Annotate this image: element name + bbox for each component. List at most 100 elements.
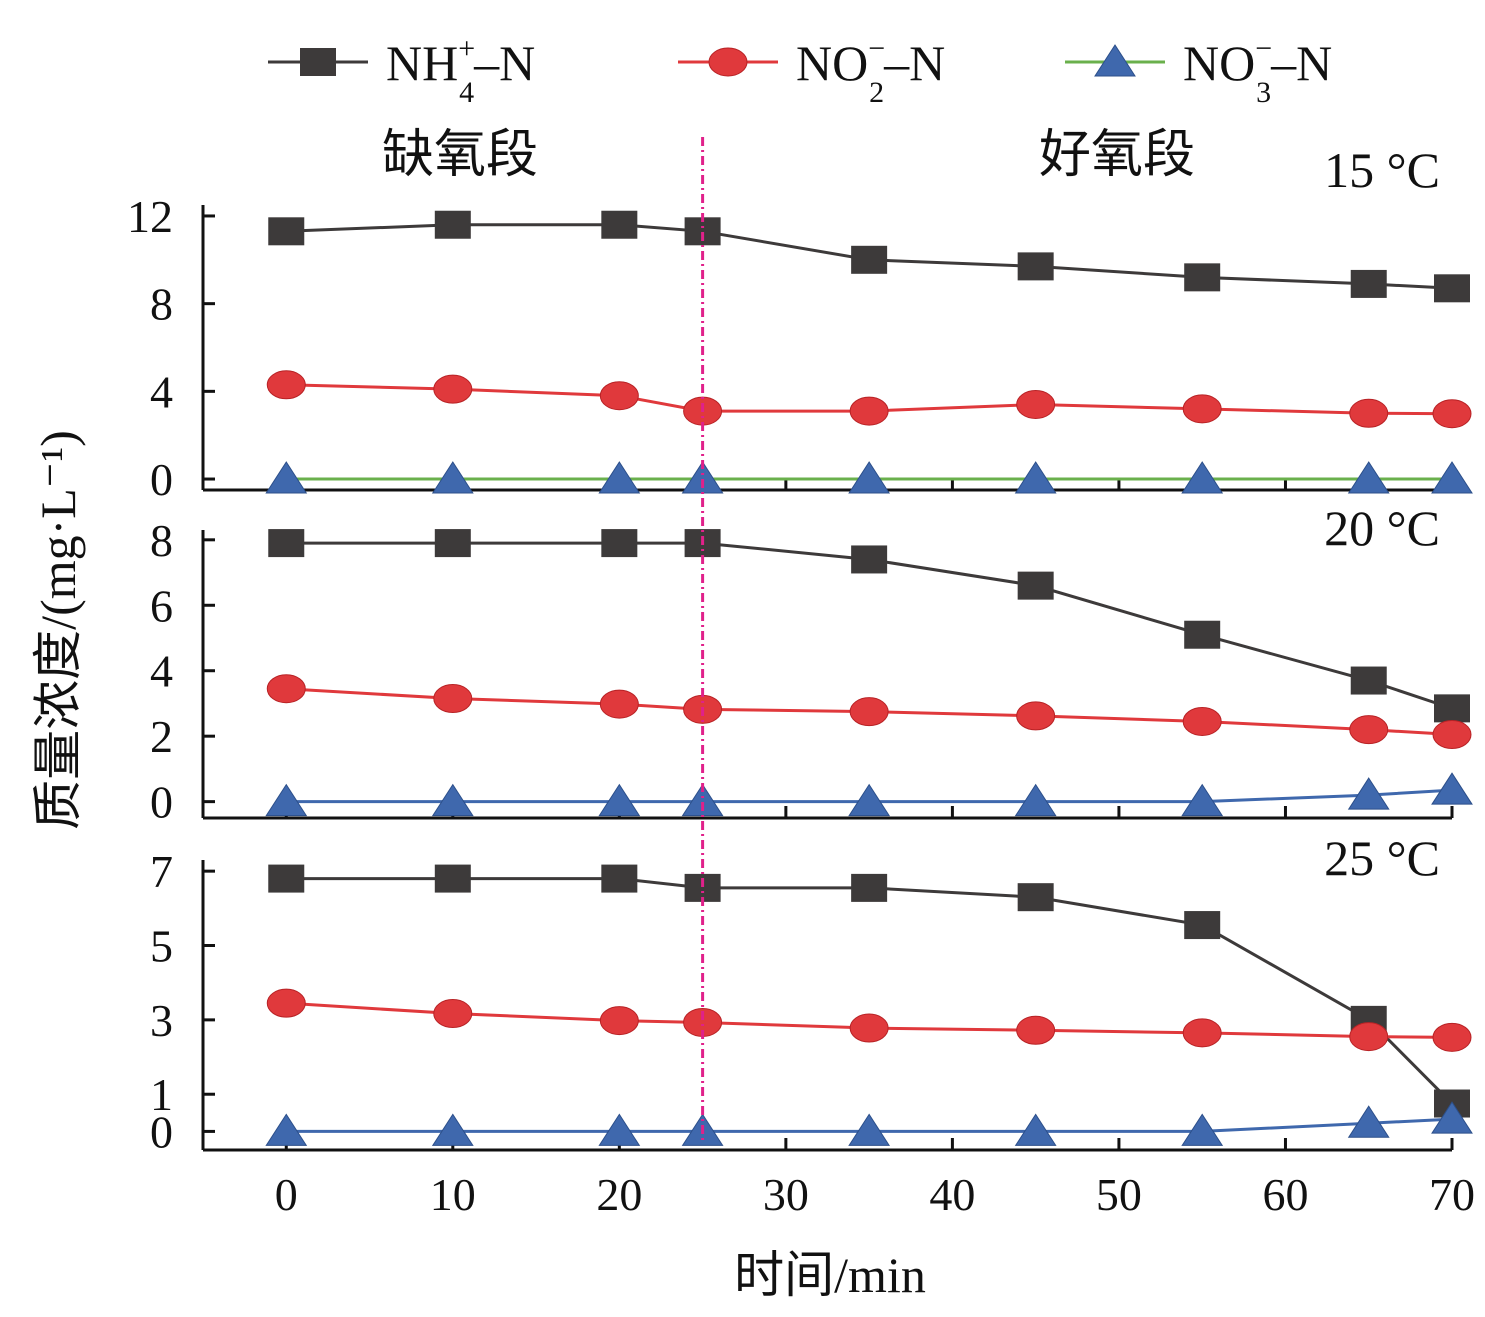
data-point-no3: [1431, 1101, 1473, 1134]
data-point-nh4: [851, 245, 888, 274]
y-tick-label: 0: [150, 777, 173, 828]
legend-label: NH+ 4–N: [386, 32, 535, 109]
data-point-no2: [1349, 398, 1389, 428]
panel-2: 0 2 4 6 8 20 °C: [150, 500, 1473, 828]
legend-label: NO− 3–N: [1183, 32, 1332, 109]
x-tick-label: 50: [1096, 1169, 1142, 1220]
y-tick-label: 3: [150, 995, 173, 1046]
legend-marker: [708, 47, 748, 77]
data-point-nh4: [601, 529, 638, 558]
data-point-no2: [1016, 390, 1056, 419]
series-line-nh4: [286, 877, 1454, 1105]
phase-label-aerobic: 好氧段: [1039, 127, 1195, 184]
data-point-no3: [1014, 461, 1057, 494]
y-tick-label: 1: [150, 1069, 173, 1120]
data-point-no3: [265, 461, 308, 494]
legend-entry-nh4: NH+ 4–N: [268, 32, 535, 109]
legend-entry-no2: NO− 2–N: [678, 32, 945, 109]
data-point-no2: [849, 697, 889, 727]
data-point-no3: [1347, 461, 1390, 494]
data-point-no3: [1431, 461, 1473, 494]
data-point-nh4: [851, 873, 888, 902]
data-point-no3: [431, 461, 474, 494]
y-tick-label: 5: [150, 921, 173, 972]
data-point-nh4: [268, 529, 305, 558]
legend-label: NO− 2–N: [796, 32, 945, 109]
data-point-no2: [1016, 701, 1056, 731]
data-point-no3: [431, 1113, 474, 1146]
data-point-nh4: [601, 864, 638, 893]
data-point-no2: [1432, 1022, 1472, 1052]
y-tick-label: 0: [150, 454, 173, 505]
data-point-no2: [1016, 1015, 1056, 1045]
data-point-nh4: [1350, 269, 1387, 298]
data-point-nh4: [434, 864, 471, 893]
data-point-no3: [848, 1113, 891, 1146]
legend-marker: [1094, 44, 1136, 77]
data-point-no2: [1182, 706, 1222, 736]
y-tick-label: 0: [150, 1106, 173, 1157]
x-tick-label: 0: [275, 1169, 298, 1220]
y-tick-label: 7: [150, 846, 173, 897]
data-point-no2: [266, 370, 306, 400]
data-point-no3: [598, 461, 641, 494]
data-point-no2: [599, 689, 639, 719]
data-point-nh4: [1350, 666, 1387, 695]
y-tick-label: 12: [127, 191, 173, 242]
x-tick-label: 10: [430, 1169, 476, 1220]
y-tick-label: 4: [150, 366, 173, 417]
data-point-nh4: [1434, 694, 1470, 723]
data-point-no3: [265, 783, 308, 817]
data-point-no3: [1181, 1113, 1224, 1146]
data-point-nh4: [434, 529, 471, 558]
data-point-no3: [1347, 1105, 1390, 1138]
data-point-no2: [1182, 1018, 1222, 1048]
data-point-no2: [1349, 715, 1389, 745]
panel-3: 01 3 5 7 25 °C: [150, 830, 1473, 1157]
y-tick-label: 4: [150, 646, 173, 697]
data-point-no3: [848, 783, 891, 817]
panel-temperature-label: 20 °C: [1324, 500, 1440, 556]
data-point-no2: [1432, 720, 1472, 750]
panel-temperature-label: 15 °C: [1324, 142, 1440, 198]
data-point-nh4: [1017, 571, 1054, 600]
y-tick-label: 2: [150, 711, 173, 762]
data-point-no2: [1432, 399, 1472, 429]
data-point-no2: [433, 999, 473, 1029]
data-point-no3: [1014, 783, 1057, 817]
legend-entry-no3: NO− 3–N: [1065, 32, 1332, 109]
x-tick-label: 40: [929, 1169, 975, 1220]
data-point-no3: [431, 783, 474, 817]
y-tick-label: 6: [150, 580, 173, 631]
data-point-no2: [266, 674, 306, 704]
data-point-nh4: [268, 217, 305, 246]
data-point-no2: [849, 396, 889, 426]
data-point-nh4: [1017, 883, 1054, 912]
data-point-nh4: [851, 545, 888, 574]
x-tick-label: 70: [1429, 1169, 1475, 1220]
data-point-no3: [598, 1113, 641, 1146]
data-point-no2: [433, 374, 473, 404]
data-point-nh4: [1434, 274, 1470, 303]
data-point-no3: [1181, 783, 1224, 817]
x-tick-label: 60: [1262, 1169, 1308, 1220]
data-point-no2: [599, 1006, 639, 1036]
data-point-no2: [266, 988, 306, 1018]
panel-1: 0 4 8 12 15 °C: [127, 142, 1473, 505]
data-point-nh4: [1184, 263, 1221, 292]
data-point-no2: [599, 381, 639, 411]
x-tick-label: 30: [763, 1169, 809, 1220]
y-tick-label: 8: [150, 515, 173, 566]
data-point-nh4: [434, 210, 471, 239]
data-point-no2: [1349, 1022, 1389, 1052]
data-point-no2: [1182, 394, 1222, 424]
data-point-no3: [1347, 777, 1390, 810]
data-point-nh4: [601, 210, 638, 239]
y-tick-label: 8: [150, 279, 173, 330]
x-axis-title: 时间/min: [734, 1247, 926, 1303]
data-point-no3: [1431, 772, 1473, 805]
data-point-nh4: [1017, 252, 1054, 281]
data-point-no3: [1181, 461, 1224, 494]
panel-temperature-label: 25 °C: [1324, 830, 1440, 886]
